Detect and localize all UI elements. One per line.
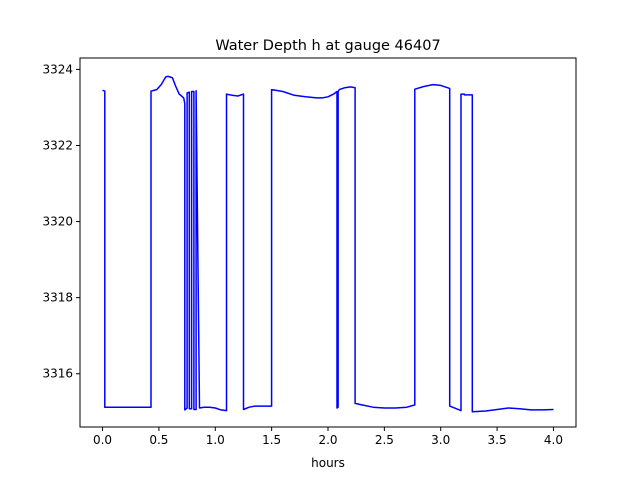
series-line-0	[102, 75, 554, 413]
y-tick-label: 3318	[42, 291, 73, 305]
x-tick-label: 0.0	[93, 433, 112, 447]
x-axis-label: hours	[311, 456, 345, 470]
y-tick-label: 3324	[42, 62, 73, 76]
x-axis: 0.0 0.5 1.0 1.5 2.0 2.5 3.0 3.5 4.0	[93, 427, 563, 447]
x-tick-label: 3.0	[431, 433, 450, 447]
y-tick-label: 3320	[42, 215, 73, 229]
y-axis: 3316 3318 3320 3322 3324	[42, 62, 80, 381]
x-tick-label: 2.5	[375, 433, 394, 447]
y-tick-label: 3316	[42, 367, 73, 381]
x-tick-label: 2.0	[318, 433, 337, 447]
series-line-layer	[102, 75, 554, 413]
y-tick-label: 3322	[42, 138, 73, 152]
x-tick-label: 0.5	[149, 433, 168, 447]
x-tick-label: 4.0	[544, 433, 563, 447]
x-tick-label: 3.5	[488, 433, 507, 447]
chart-title: Water Depth h at gauge 46407	[215, 38, 440, 54]
x-tick-label: 1.5	[262, 433, 281, 447]
x-tick-label: 1.0	[206, 433, 225, 447]
plot-area	[80, 58, 576, 427]
